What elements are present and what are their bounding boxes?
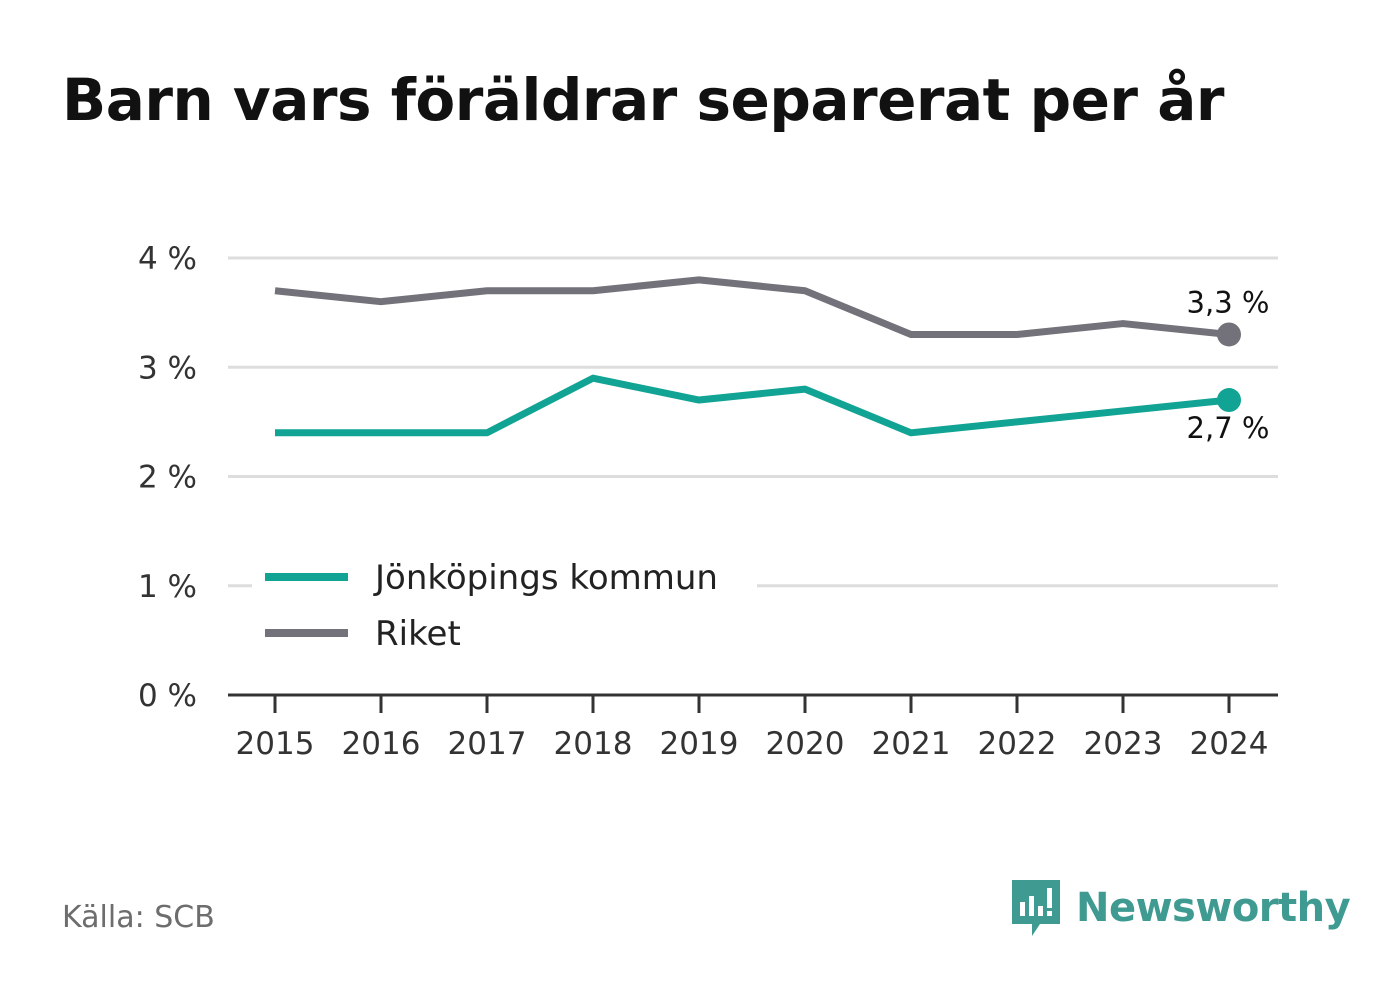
- legend-background: [252, 545, 757, 660]
- x-tick-label: 2020: [766, 726, 845, 762]
- legend-label: Jönköpings kommun: [373, 558, 718, 598]
- x-tick-label: 2015: [236, 726, 315, 762]
- newsworthy-logo-icon: [1012, 880, 1060, 936]
- end-marker: [1217, 322, 1241, 347]
- chart-title: Barn vars föräldrar separerat per år: [62, 66, 1224, 134]
- x-tick-label: 2018: [554, 726, 633, 762]
- brand-name: Newsworthy: [1076, 885, 1351, 931]
- end-marker: [1217, 388, 1241, 413]
- data-label: 3,3 %: [1187, 285, 1270, 319]
- x-tick-label: 2016: [342, 726, 421, 762]
- y-tick-label: 0 %: [138, 678, 197, 714]
- x-tick-label: 2024: [1190, 726, 1269, 762]
- legend-label: Riket: [375, 614, 461, 654]
- y-tick-label: 3 %: [138, 350, 197, 386]
- y-tick-label: 1 %: [138, 569, 197, 605]
- series-line: [274, 276, 1230, 338]
- series-line: [275, 374, 1230, 437]
- x-tick-label: 2017: [448, 726, 527, 762]
- source-note: Källa: SCB: [62, 900, 215, 935]
- x-tick-label: 2021: [872, 726, 951, 762]
- y-tick-label: 4 %: [138, 241, 197, 277]
- brand-logo: Newsworthy: [1010, 878, 1351, 938]
- y-tick-label: 2 %: [138, 460, 197, 496]
- data-label: 2,7 %: [1187, 411, 1270, 445]
- x-tick-label: 2019: [660, 726, 739, 762]
- x-tick-label: 2022: [978, 726, 1057, 762]
- x-tick-label: 2023: [1084, 726, 1163, 762]
